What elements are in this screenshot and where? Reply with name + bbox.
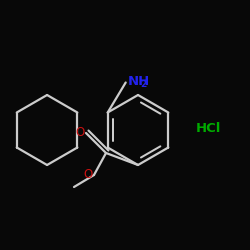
Text: HCl: HCl (196, 122, 222, 134)
Text: O: O (84, 168, 93, 181)
Text: 2: 2 (141, 80, 147, 89)
Text: O: O (76, 126, 85, 140)
Text: NH: NH (128, 75, 150, 88)
